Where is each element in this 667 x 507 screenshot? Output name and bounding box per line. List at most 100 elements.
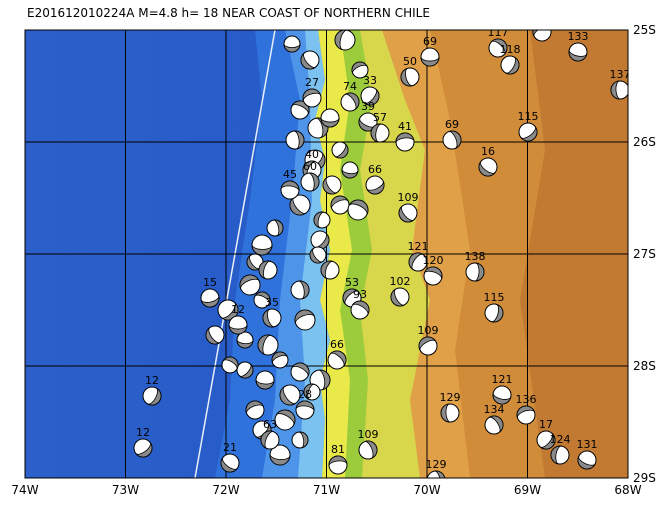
beachball: [350, 300, 370, 320]
beachball: [271, 351, 289, 369]
beachball-quadrant: [363, 88, 380, 106]
beachball: [360, 86, 380, 106]
beachball-quadrant: [568, 49, 588, 62]
beachball: [330, 195, 350, 215]
depth-label: 136: [516, 393, 537, 406]
beachball: [290, 280, 310, 300]
beachball: [205, 325, 225, 345]
depth-label: 33: [363, 74, 377, 87]
depth-label: 133: [568, 30, 589, 43]
beachball: [303, 383, 321, 401]
beachball-quadrant: [302, 88, 321, 101]
beachball: [228, 315, 248, 335]
beachball-quadrant: [309, 248, 323, 264]
depth-label: 121: [408, 240, 429, 253]
beachball-quadrant: [293, 130, 305, 150]
beachball: [500, 55, 520, 75]
beachball: [260, 430, 280, 450]
beachball: [258, 260, 278, 280]
depth-label: 12: [145, 374, 159, 387]
beachball-quadrant: [550, 445, 562, 465]
beachball-quadrant: [341, 169, 359, 179]
beachball: [418, 336, 438, 356]
beachball-quadrant: [257, 334, 271, 355]
beachball-quadrant: [313, 232, 330, 250]
beachball-quadrant: [221, 302, 239, 321]
beachball: [320, 108, 340, 128]
depth-label: 131: [577, 438, 598, 451]
beachball-quadrant: [539, 432, 556, 450]
beachball: [257, 334, 279, 356]
depth-label: 115: [518, 110, 539, 123]
beachball-quadrant: [236, 339, 254, 349]
x-axis-label: 70W: [413, 483, 440, 497]
beachball: [295, 400, 315, 420]
beachball: [516, 405, 536, 425]
beachball: [532, 30, 552, 42]
beachball: [577, 450, 597, 470]
beachball: [255, 370, 275, 390]
depth-label: 66: [368, 163, 382, 176]
depth-label: 134: [484, 403, 505, 416]
beachball: [484, 303, 504, 323]
beachball: [484, 415, 504, 435]
beachball-quadrant: [577, 456, 596, 470]
beachball-quadrant: [424, 266, 443, 280]
x-axis-label: 71W: [313, 483, 340, 497]
beachball: [245, 400, 265, 420]
beachball-quadrant: [395, 132, 415, 144]
beachball: [423, 266, 443, 286]
depth-label: 12: [231, 303, 245, 316]
beachball: [239, 274, 261, 296]
beachball-quadrant: [254, 291, 271, 304]
y-axis-label: 28S: [633, 359, 656, 373]
beachball: [340, 92, 360, 112]
beachball: [289, 194, 311, 216]
x-axis-label: 68W: [614, 483, 641, 497]
beachball: [262, 308, 282, 328]
beachball-quadrant: [262, 308, 275, 328]
beachball-quadrant: [318, 369, 331, 391]
beachball: [236, 331, 254, 349]
beachball: [221, 356, 239, 374]
beachball: [442, 130, 462, 150]
x-axis-label: 72W: [212, 483, 239, 497]
depth-label: 115: [484, 291, 505, 304]
beachball-quadrant: [400, 67, 413, 87]
depth-label: 129: [440, 391, 461, 404]
beachball-quadrant: [300, 52, 316, 70]
depth-label: 21: [223, 441, 237, 454]
beachball: [279, 384, 301, 406]
beachball-quadrant: [255, 379, 275, 390]
depth-label: 17: [539, 418, 553, 431]
beachball: [328, 455, 348, 475]
depth-label: 57: [373, 111, 387, 124]
beachball: [200, 288, 220, 308]
depth-label: 60: [303, 160, 317, 173]
beachball-quadrant: [328, 455, 348, 467]
depth-label: 50: [403, 55, 417, 68]
beachball-quadrant: [408, 252, 424, 270]
depth-label: 45: [283, 168, 297, 181]
depth-label: 16: [481, 145, 495, 158]
beachball-quadrant: [260, 430, 274, 449]
depth-label: 137: [610, 68, 631, 81]
beachball-quadrant: [491, 303, 504, 323]
depth-label: 109: [398, 191, 419, 204]
depth-label: 35: [265, 296, 279, 309]
beachball: [274, 409, 296, 431]
beachball: [398, 203, 418, 223]
beachball: [309, 246, 327, 264]
beachball-quadrant: [478, 161, 496, 177]
beachball-quadrant: [283, 43, 301, 53]
title: E201612010224A M=4.8 h= 18 NEAR COAST OF…: [27, 6, 430, 20]
beachball: [236, 361, 254, 379]
beachball: [320, 260, 340, 280]
beachball: [610, 80, 628, 100]
beachball-quadrant: [308, 172, 320, 192]
beachball: [283, 35, 301, 53]
beachball: [334, 30, 356, 51]
beachball: [217, 299, 239, 321]
beachball: [322, 175, 342, 195]
